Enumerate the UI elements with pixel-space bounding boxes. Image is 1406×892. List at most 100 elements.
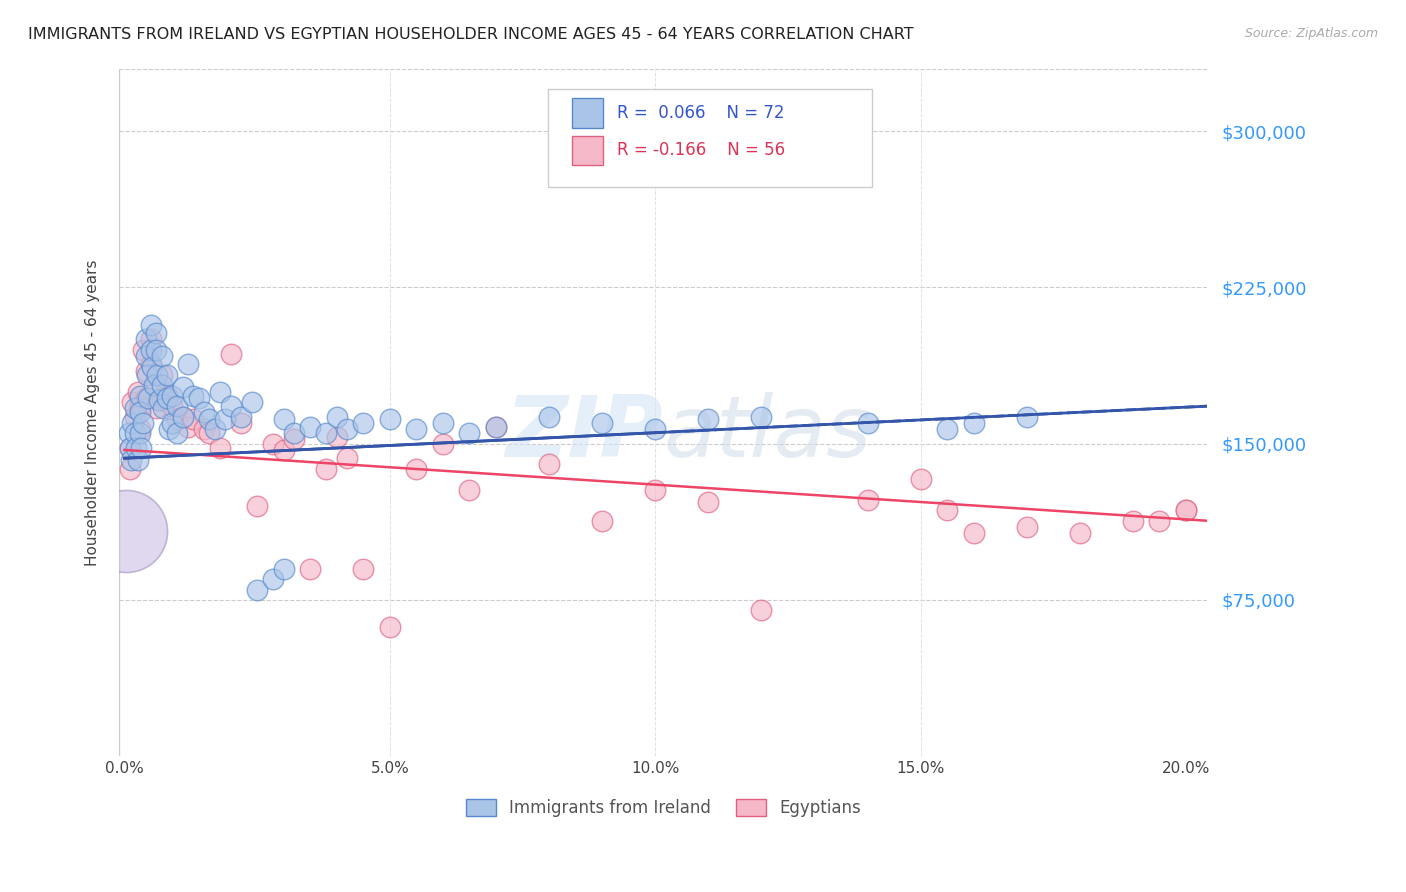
Point (160, 416, 183, 430)
Point (283, 433, 305, 447)
Text: IMMIGRANTS FROM IRELAND VS EGYPTIAN HOUSEHOLDER INCOME AGES 45 - 64 YEARS CORREL: IMMIGRANTS FROM IRELAND VS EGYPTIAN HOUS… (28, 27, 914, 42)
Point (219, 399, 242, 413)
Point (299, 420, 322, 434)
Point (336, 422, 359, 436)
Text: Source: ZipAtlas.com: Source: ZipAtlas.com (1244, 27, 1378, 40)
Point (315, 426, 337, 441)
Point (378, 620, 401, 634)
Point (172, 409, 194, 424)
Point (262, 436, 284, 450)
Point (432, 436, 454, 450)
Point (166, 399, 188, 413)
Point (127, 453, 149, 467)
Point (963, 416, 986, 430)
Point (177, 420, 200, 434)
Point (142, 378, 165, 392)
Point (141, 359, 163, 374)
Point (273, 442, 295, 457)
Point (405, 422, 427, 436)
Point (129, 389, 152, 403)
Point (135, 368, 157, 382)
Point (183, 411, 205, 425)
Point (156, 368, 179, 382)
Point (537, 409, 560, 424)
Text: R =  0.066    N = 72: R = 0.066 N = 72 (617, 104, 785, 122)
Point (644, 422, 666, 436)
Point (378, 411, 401, 425)
Point (117, 426, 139, 441)
Legend: Immigrants from Ireland, Egyptians: Immigrants from Ireland, Egyptians (458, 792, 868, 823)
Point (591, 416, 613, 430)
Point (336, 451, 359, 466)
Point (198, 411, 221, 425)
Point (299, 562, 322, 576)
Point (135, 391, 157, 405)
Point (246, 582, 269, 597)
Point (1149, 514, 1171, 528)
Point (124, 426, 146, 441)
Point (458, 483, 481, 497)
Point (485, 420, 508, 434)
Text: ZIP: ZIP (506, 392, 664, 475)
Point (139, 333, 162, 347)
Point (145, 326, 167, 341)
Point (208, 384, 231, 399)
Point (193, 405, 215, 419)
Point (124, 401, 146, 416)
Point (352, 562, 374, 576)
Point (183, 389, 205, 403)
Point (936, 422, 959, 436)
Point (152, 401, 174, 416)
Point (150, 368, 173, 382)
Point (273, 562, 295, 576)
Y-axis label: Householder Income Ages 45 - 64 years: Householder Income Ages 45 - 64 years (86, 260, 100, 566)
Point (1122, 514, 1144, 528)
Text: atlas: atlas (664, 392, 872, 475)
Point (166, 411, 188, 425)
Point (325, 409, 347, 424)
Point (129, 426, 152, 441)
Point (118, 461, 141, 475)
Point (150, 349, 173, 363)
Point (132, 343, 155, 357)
Point (150, 391, 173, 405)
Point (177, 358, 200, 372)
Point (697, 411, 720, 425)
Point (125, 441, 148, 455)
Point (204, 422, 226, 436)
Point (591, 514, 613, 528)
Point (325, 430, 347, 444)
Point (697, 495, 720, 509)
Point (273, 411, 295, 425)
Point (148, 392, 170, 407)
Point (458, 426, 481, 441)
Point (127, 384, 149, 399)
Point (145, 378, 167, 392)
Point (910, 472, 932, 486)
Point (283, 426, 305, 441)
Point (121, 416, 143, 430)
Point (131, 441, 153, 455)
Point (139, 343, 162, 357)
Point (129, 422, 152, 436)
Point (139, 358, 162, 372)
Point (751, 603, 773, 617)
Point (150, 378, 173, 392)
Point (856, 416, 879, 430)
Point (856, 492, 879, 507)
Point (231, 409, 253, 424)
Point (115, 524, 138, 538)
Point (135, 333, 157, 347)
Point (262, 572, 284, 586)
Point (751, 409, 773, 424)
Point (1175, 503, 1198, 517)
Point (129, 399, 152, 413)
Point (145, 401, 167, 416)
Point (124, 409, 146, 424)
Point (121, 395, 143, 409)
Point (159, 422, 181, 436)
Point (405, 461, 427, 475)
Point (156, 391, 179, 405)
Point (963, 526, 986, 541)
Point (193, 422, 215, 436)
